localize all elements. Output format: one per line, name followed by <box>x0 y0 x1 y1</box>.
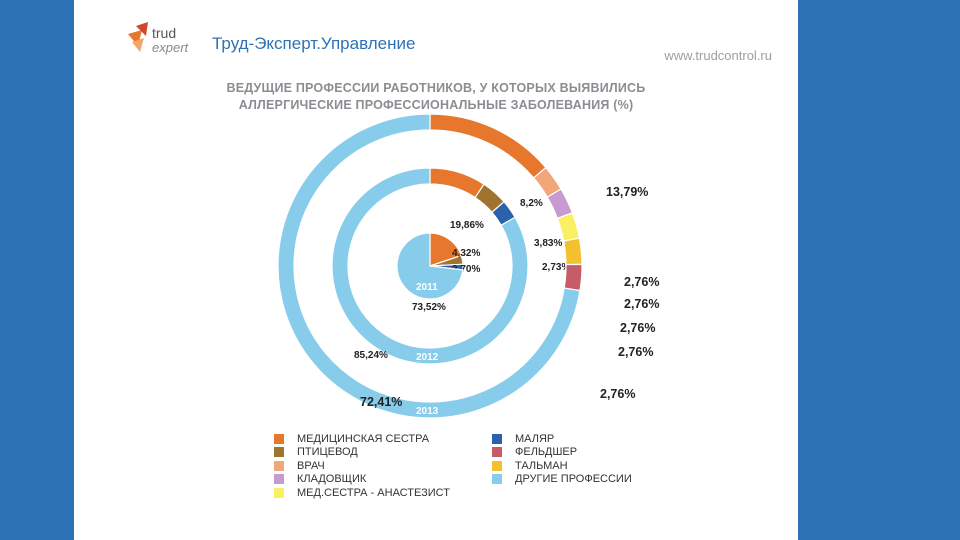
chart-title-line-1: ВЕДУЩИЕ ПРОФЕССИИ РАБОТНИКОВ, У КОТОРЫХ … <box>226 81 646 95</box>
ring-2013-label-5: 2,76% <box>600 387 635 401</box>
ring-year-label-2011: 2011 <box>416 282 438 293</box>
legend-item: ПТИЦЕВОД <box>274 446 450 460</box>
ring-2012-slice-3 <box>331 167 529 365</box>
ring-2011-label-1: 4,32% <box>452 248 480 259</box>
donut-chart: 19,86% 4,32% 2,70% 2011 8,2% 3,83% 2,73% 73,52%… <box>277 113 659 419</box>
slide: trud expert Труд-Эксперт.Управление www.… <box>74 0 798 540</box>
legend-swatch <box>492 447 502 458</box>
legend-label: ПТИЦЕВОД <box>297 446 358 459</box>
legend-item: МЕД.СЕСТРА - АНАСТЕЗИСТ <box>274 486 450 500</box>
legend-label: МЕДИЦИНСКАЯ СЕСТРА <box>297 432 430 445</box>
ring-2013-label-1: 2,76% <box>624 275 659 289</box>
ring-year-label-2012: 2012 <box>416 352 439 363</box>
brand-name: Труд-Эксперт.Управление <box>212 34 416 53</box>
legend-swatch <box>274 474 284 485</box>
ring-2013-label-4: 2,76% <box>618 345 653 359</box>
legend-item: ТАЛЬМАН <box>492 459 632 473</box>
legend-label: ДРУГИЕ ПРОФЕССИИ <box>515 473 632 486</box>
legend-label: КЛАДОВЩИК <box>297 473 367 486</box>
legend-item: МАЛЯР <box>492 432 632 446</box>
svg-text:trud: trud <box>152 25 176 41</box>
trud-expert-logo: trud expert <box>128 22 190 55</box>
legend-item: МЕДИЦИНСКАЯ СЕСТРА <box>274 432 450 446</box>
ring-2011-label-2: 2,70% <box>452 264 480 275</box>
ring-2011-slice-3 <box>396 232 464 300</box>
legend-column-left: МЕДИЦИНСКАЯ СЕСТРА ПТИЦЕВОД ВРАЧ КЛАДОВЩИК М… <box>274 432 450 500</box>
ring-2012-label-2: 2,73% <box>542 262 570 273</box>
ring-2013-slice-3 <box>556 212 581 242</box>
legend-swatch <box>492 433 502 444</box>
ring-2012-label-1: 3,83% <box>534 238 562 249</box>
ring-year-label-2013: 2013 <box>416 406 439 417</box>
site-url: www.trudcontrol.ru <box>664 48 772 63</box>
stray-label-0: 85,24% <box>354 350 388 361</box>
ring-2013-slice-6 <box>277 113 581 419</box>
legend-swatch <box>274 460 284 471</box>
legend-column-right: МАЛЯР ФЕЛЬДШЕР ТАЛЬМАН ДРУГИЕ ПРОФЕССИИ <box>492 432 632 486</box>
legend-swatch <box>274 433 284 444</box>
ring-2013-label-6: 72,41% <box>360 395 402 409</box>
legend-label: ФЕЛЬДШЕР <box>515 446 578 459</box>
ring-2011-label-0: 19,86% <box>450 220 484 231</box>
legend-item: ВРАЧ <box>274 459 450 473</box>
legend-label: ТАЛЬМАН <box>515 459 568 472</box>
legend-label: МЕД.СЕСТРА - АНАСТЕЗИСТ <box>297 486 450 499</box>
legend-item: КЛАДОВЩИК <box>274 473 450 487</box>
svg-text:expert: expert <box>152 40 190 55</box>
ring-2013-label-2: 2,76% <box>624 297 659 311</box>
legend-swatch <box>274 447 284 458</box>
legend-item: ФЕЛЬДШЕР <box>492 446 632 460</box>
chart-title: ВЕДУЩИЕ ПРОФЕССИИ РАБОТНИКОВ, У КОТОРЫХ … <box>74 80 798 114</box>
ring-2013-slice-4 <box>563 237 583 266</box>
ring-2012-slice-0 <box>429 167 485 199</box>
legend-swatch <box>492 460 502 471</box>
ring-2012-label-3: 73,52% <box>412 302 446 313</box>
chart-title-line-2: АЛЛЕРГИЧЕСКИЕ ПРОФЕССИОНАЛЬНЫЕ ЗАБОЛЕВАН… <box>238 98 634 112</box>
ring-2013-label-3: 2,76% <box>620 321 655 335</box>
ring-2013-label-0: 13,79% <box>606 185 648 199</box>
ring-2012-label-0: 8,2% <box>520 198 543 209</box>
legend-swatch <box>492 474 502 485</box>
ring-2013-slice-5 <box>563 263 583 292</box>
legend-label: МАЛЯР <box>515 432 555 445</box>
ring-2013-slice-0 <box>429 113 547 179</box>
legend-item: ДРУГИЕ ПРОФЕССИИ <box>492 473 632 487</box>
legend-swatch <box>274 487 284 498</box>
legend-label: ВРАЧ <box>297 459 325 472</box>
